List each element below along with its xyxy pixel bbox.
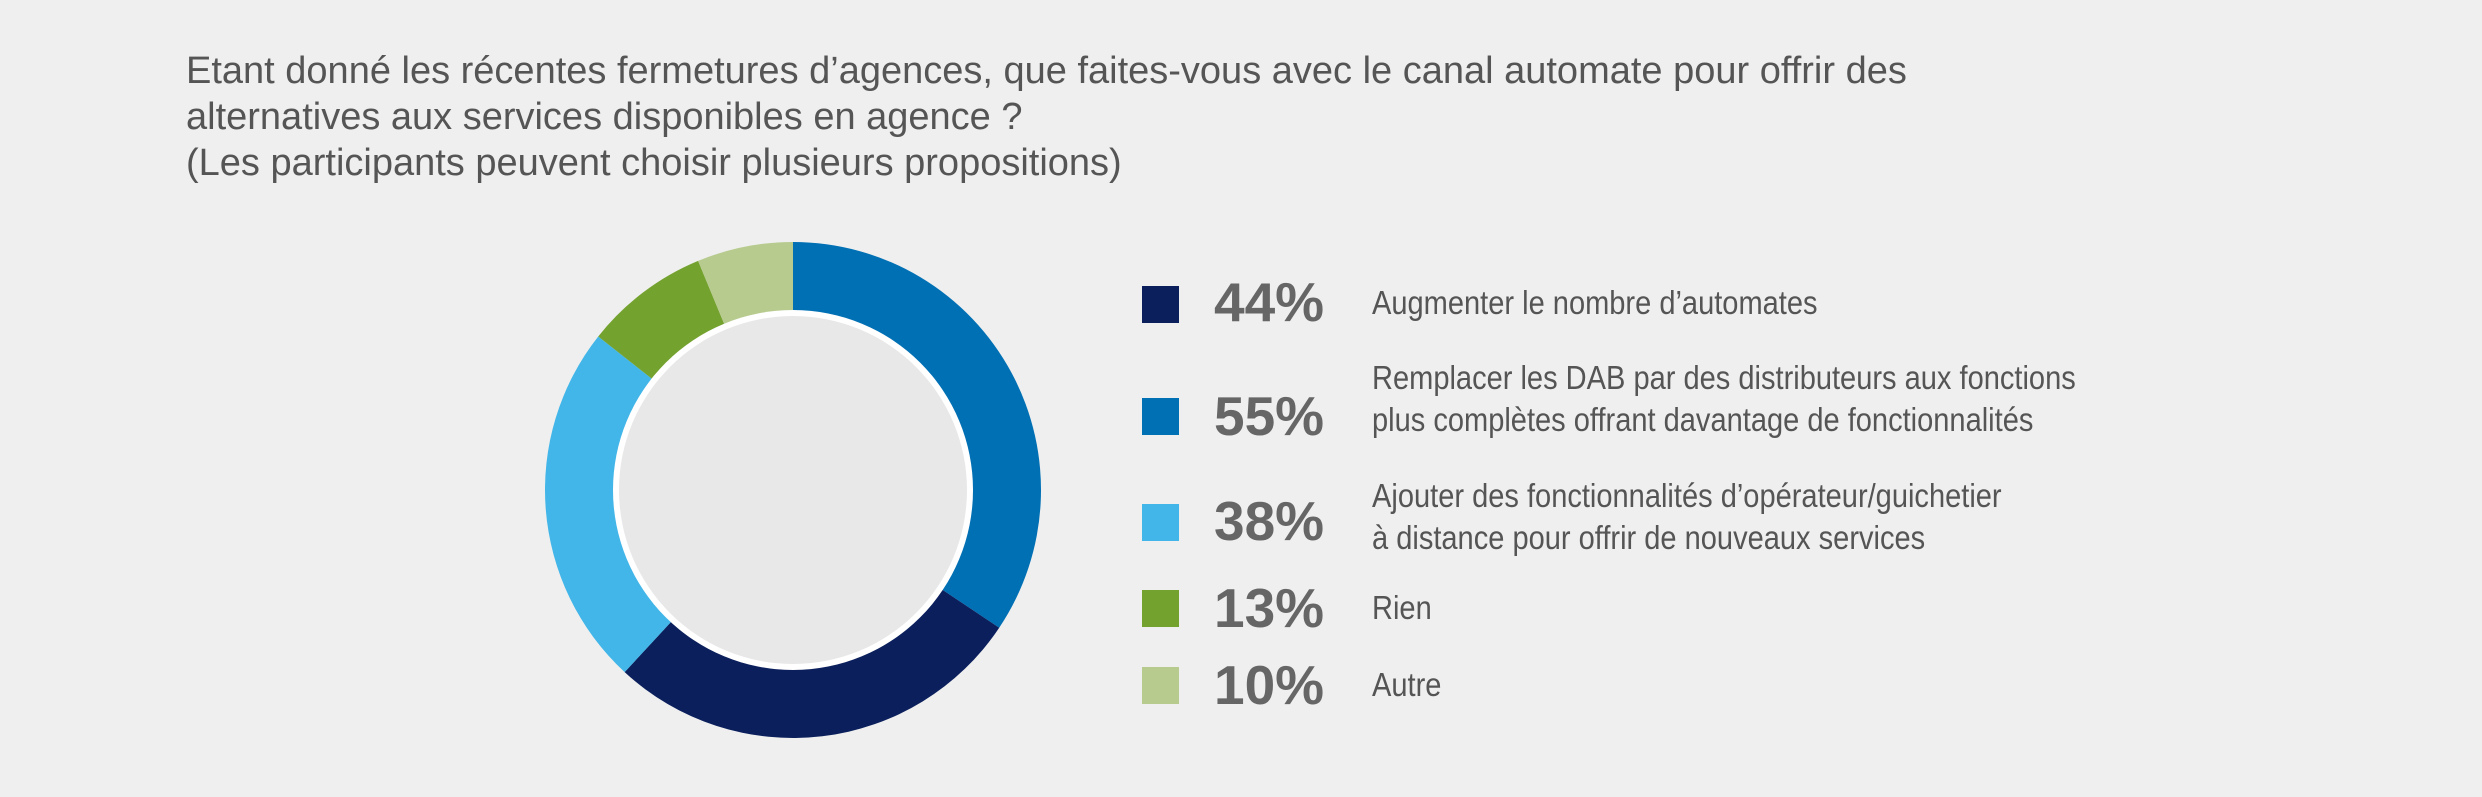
legend-percent: 55% <box>1214 385 1325 447</box>
legend-label-line: à distance pour offrir de nouveaux servi… <box>1372 519 1926 556</box>
donut-segment <box>598 260 728 384</box>
donut-segment <box>793 242 1041 628</box>
legend-label: Rien <box>1372 587 1432 629</box>
legend-item-augmenter: 44% Augmenter le nombre d’automates <box>1140 262 2440 342</box>
legend-item-remplacer: 55% Remplacer les DAB par des distribute… <box>1140 350 2440 446</box>
donut-center <box>619 316 967 664</box>
donut-chart <box>543 240 1043 740</box>
legend-label-line: plus complètes offrant davantage de fonc… <box>1372 401 2034 438</box>
legend-label-line: Autre <box>1372 666 1442 703</box>
legend-percent: 38% <box>1214 490 1325 552</box>
legend-percent: 44% <box>1214 271 1325 333</box>
legend-label-line: Remplacer les DAB par des distributeurs … <box>1372 359 2076 396</box>
legend-swatch <box>1142 667 1179 704</box>
chart-title-line-3: (Les participants peuvent choisir plusie… <box>186 142 1122 184</box>
legend-label: Ajouter des fonctionnalités d’opérateur/… <box>1372 475 2002 559</box>
legend-swatch <box>1142 286 1179 323</box>
legend-label: Remplacer les DAB par des distributeurs … <box>1372 357 2076 441</box>
chart-title: Etant donné les récentes fermetures d’ag… <box>186 48 2286 186</box>
donut-segment <box>698 242 793 332</box>
legend-percent: 13% <box>1214 577 1325 639</box>
donut-chart-svg <box>545 242 1041 738</box>
legend-label-line: Rien <box>1372 589 1432 626</box>
legend-swatch <box>1142 504 1179 541</box>
legend-label-line: Augmenter le nombre d’automates <box>1372 284 1818 321</box>
chart-title-line-2: alternatives aux services disponibles en… <box>186 96 1023 138</box>
chart-title-line-1: Etant donné les récentes fermetures d’ag… <box>186 50 1907 92</box>
legend-swatch <box>1142 398 1179 435</box>
legend-percent: 10% <box>1214 654 1325 716</box>
legend-label-line: Ajouter des fonctionnalités d’opérateur/… <box>1372 477 2002 514</box>
legend-label: Augmenter le nombre d’automates <box>1372 282 1818 324</box>
legend-item-rien: 13% Rien <box>1140 577 2440 657</box>
legend-item-autre: 10% Autre <box>1140 654 2440 737</box>
chart-legend: 44% Augmenter le nombre d’automates 55% … <box>1140 0 2440 797</box>
legend-item-ajouter: 38% Ajouter des fonctionnalités d’opérat… <box>1140 470 2440 556</box>
legend-swatch <box>1142 590 1179 627</box>
legend-label: Autre <box>1372 664 1441 706</box>
